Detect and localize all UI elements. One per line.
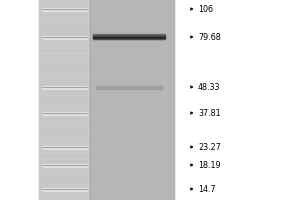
Bar — [90, 0, 174, 200]
Bar — [39, 0, 174, 200]
Bar — [42, 188, 87, 191]
Text: 37.81: 37.81 — [198, 108, 220, 117]
Bar — [42, 36, 87, 39]
Bar — [42, 164, 87, 167]
Bar — [42, 146, 87, 149]
Bar — [42, 112, 87, 115]
Text: 14.7: 14.7 — [198, 184, 216, 194]
Text: 48.33: 48.33 — [198, 83, 220, 92]
Bar — [39, 0, 90, 200]
Text: 23.27: 23.27 — [198, 142, 221, 152]
Bar — [42, 8, 87, 11]
Bar — [42, 86, 87, 89]
Bar — [96, 86, 162, 88]
Text: 79.68: 79.68 — [198, 32, 221, 42]
Text: 18.19: 18.19 — [198, 160, 220, 170]
Text: 106: 106 — [198, 4, 213, 14]
